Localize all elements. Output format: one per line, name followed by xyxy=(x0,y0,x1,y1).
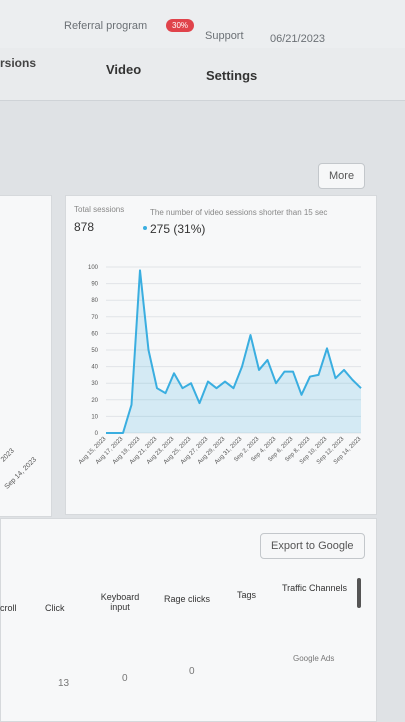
y-tick-label: 50 xyxy=(91,348,98,354)
y-tick-label: 80 xyxy=(91,298,98,304)
y-tick-label: 20 xyxy=(91,398,98,404)
scrollbar[interactable] xyxy=(357,578,361,608)
legend-dot xyxy=(143,226,147,230)
support-link[interactable]: Support xyxy=(205,30,244,42)
table-header: Traffic Channels xyxy=(282,583,348,593)
y-tick-label: 10 xyxy=(91,414,98,420)
table-header: Rage clicks xyxy=(164,594,211,604)
total-label: Total sessions xyxy=(74,205,125,214)
export-button[interactable]: Export to Google xyxy=(260,533,365,559)
table-cell: 0 xyxy=(122,673,128,684)
total-value: 878 xyxy=(74,220,95,234)
y-tick-label: 60 xyxy=(91,331,98,337)
y-tick-label: 30 xyxy=(91,381,98,387)
video-menu[interactable]: Video xyxy=(106,62,142,77)
short-label: The number of video sessions shorter tha… xyxy=(150,208,328,217)
y-tick-label: 90 xyxy=(91,282,98,288)
table-header: croll xyxy=(0,603,17,613)
line xyxy=(106,269,362,434)
badge: 30% xyxy=(166,19,195,32)
toolbar xyxy=(0,48,405,101)
versions-menu[interactable]: rsions xyxy=(0,56,37,70)
top-bar xyxy=(0,0,405,48)
left-panel xyxy=(0,195,52,517)
table-header: Tags xyxy=(237,590,257,600)
area xyxy=(106,270,361,433)
settings-menu[interactable]: Settings xyxy=(206,68,258,83)
short-value: 275 (31%) xyxy=(150,222,206,236)
y-tick-label: 40 xyxy=(91,365,98,371)
table-header: Keyboard input xyxy=(100,592,140,612)
referral-link[interactable]: Referral program xyxy=(64,20,148,32)
table-cell: Google Ads xyxy=(293,654,335,663)
table-header: Click xyxy=(45,603,65,613)
table-cell: 13 xyxy=(58,678,70,689)
y-tick-label: 70 xyxy=(91,315,98,321)
y-tick-label: 0 xyxy=(95,431,99,437)
date: 06/21/2023 xyxy=(270,33,326,45)
more-button[interactable]: More xyxy=(318,163,366,189)
y-tick-label: 100 xyxy=(88,265,99,271)
table-cell: 0 xyxy=(189,666,195,677)
